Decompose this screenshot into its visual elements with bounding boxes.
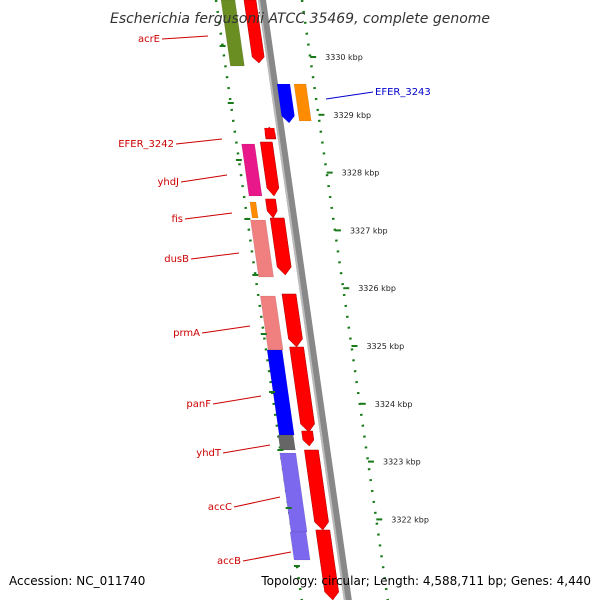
scale-label-3325: 3325 kbp	[366, 342, 404, 351]
cds-arrow-accc	[304, 449, 329, 531]
gene-block-efer_3242	[264, 127, 276, 139]
gene-block-dusb	[250, 219, 274, 278]
gene-label-panf: panF	[186, 399, 211, 410]
leader-line-efer_3242	[175, 138, 223, 145]
reverse-arrow-efer-3243	[277, 84, 295, 123]
gene-label-yhdt: yhdT	[196, 448, 222, 459]
scale-label-3328: 3328 kbp	[342, 169, 380, 178]
gene-label-acre: acrE	[138, 34, 160, 45]
leader-line-panf	[212, 395, 262, 405]
genome-backbone-highlight	[258, 0, 346, 600]
leader-line-accc	[233, 496, 281, 508]
gene-block-accc	[279, 452, 308, 533]
genome-backbone	[258, 0, 352, 600]
scale-label-3322: 3322 kbp	[391, 515, 429, 524]
gene-label-accb: accB	[217, 556, 241, 567]
gene-label-dusb: dusB	[164, 254, 189, 265]
gene-block-yhdj	[241, 143, 263, 197]
gene-block-panf	[266, 349, 295, 436]
scale-label-3330: 3330 kbp	[325, 53, 363, 62]
gene-block-acre	[220, 0, 245, 67]
cds-arrow-prma	[281, 293, 303, 348]
cds-arrow-yhdj	[260, 141, 280, 197]
leader-line-dusb	[190, 252, 240, 260]
cds-arrow-fis	[265, 198, 278, 219]
gene-block-efer_3243	[293, 83, 312, 122]
cds-arrow-accb	[315, 529, 339, 600]
map-layer: 3330 kbp 3329 kbp 3328 kbp 3327 kbp 3326 kbp…	[118, 0, 431, 600]
accession-text: Accession: NC_011740	[9, 574, 146, 588]
leader-line-efer_3243	[325, 91, 374, 100]
gene-block-yhdt	[277, 434, 296, 451]
gene-block-accb	[289, 531, 311, 561]
gene-label-efer_3242: EFER_3242	[118, 139, 174, 150]
leader-line-fis	[184, 212, 233, 220]
genome-title: Escherichia fergusonii ATCC 35469, compl…	[110, 11, 490, 27]
leader-line-accb	[242, 551, 292, 562]
scale-label-3329: 3329 kbp	[333, 111, 371, 120]
scale-label-3324: 3324 kbp	[375, 400, 413, 409]
leader-line-yhdj	[180, 174, 228, 183]
cds-arrow-yhdt	[301, 430, 315, 447]
topology-text: Topology: circular; Length: 4,588,711 bp…	[261, 574, 591, 588]
cds-arrow-dusb	[269, 217, 292, 276]
gene-label-yhdj: yhdJ	[157, 177, 179, 188]
gene-label-prma: prmA	[173, 328, 200, 339]
cds-arrow-panf	[289, 346, 315, 433]
leader-line-acre	[161, 35, 209, 40]
scale-label-3327: 3327 kbp	[350, 226, 388, 235]
leader-line-yhdt	[222, 444, 271, 454]
gene-label-fis: fis	[171, 214, 183, 225]
scale-label-3323: 3323 kbp	[383, 458, 421, 467]
gene-label-accc: accC	[208, 502, 232, 513]
cds-arrow-acre	[243, 0, 265, 64]
gene-block-prma	[260, 295, 284, 351]
gene-label-efer_3243: EFER_3243	[375, 87, 431, 98]
gene-block-fis	[249, 201, 259, 219]
scale-label-3326: 3326 kbp	[358, 284, 396, 293]
leader-line-prma	[201, 325, 251, 334]
